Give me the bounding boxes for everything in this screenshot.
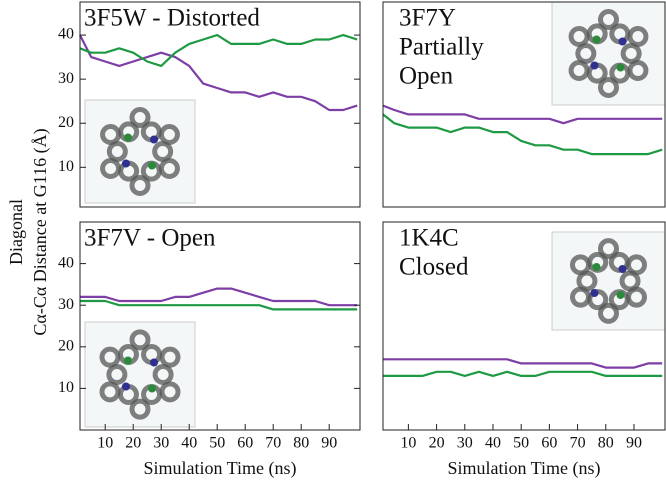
helix (598, 238, 619, 260)
helix (626, 254, 648, 276)
x-tick-label: 80 (598, 435, 614, 452)
residue (592, 35, 601, 44)
helix (620, 43, 642, 64)
y-tick-label: 20 (58, 114, 74, 131)
helix (598, 9, 619, 31)
x-tick-label: 10 (400, 435, 416, 452)
data-line (382, 113, 663, 156)
panel-title: Closed (399, 254, 469, 281)
x-tick-label: 30 (457, 435, 473, 452)
structure-inset (551, 1, 666, 106)
helix (575, 43, 597, 64)
y-tick-label: 20 (58, 337, 74, 354)
x-axis-label: Simulation Time (ns) (143, 458, 296, 479)
plot-frame (79, 1, 361, 208)
data-line (383, 358, 663, 369)
helix (598, 76, 619, 98)
helix (152, 141, 174, 162)
y-tick-label: 30 (58, 70, 74, 87)
x-tick-label: 90 (626, 435, 642, 452)
panel-title: 3F7V - Open (84, 225, 216, 252)
x-tick-label: 60 (237, 435, 253, 452)
helix (152, 364, 174, 385)
structure-inset (84, 99, 196, 204)
residue (122, 382, 130, 391)
residue (124, 356, 132, 365)
panel-title: Open (399, 63, 454, 90)
plot-frame (79, 221, 361, 431)
x-tick-label: 90 (321, 435, 337, 452)
helix (99, 381, 121, 403)
helix (129, 398, 151, 420)
x-tick-label: 10 (97, 435, 113, 452)
helix (129, 329, 151, 351)
panel-title: Partially (399, 34, 484, 61)
inset-background (84, 99, 196, 204)
x-tick-label: 80 (293, 435, 309, 452)
helix (99, 346, 121, 368)
panel-title: 3F5W - Distorted (84, 5, 260, 32)
y-tick-label: 40 (58, 254, 74, 271)
data-line (382, 104, 663, 125)
helix (159, 346, 181, 368)
residue (618, 37, 627, 46)
data-line (383, 370, 663, 377)
helix (129, 174, 151, 196)
residue (590, 289, 599, 297)
x-tick-label: 30 (153, 435, 169, 452)
data-line (79, 34, 358, 67)
helix (158, 124, 180, 146)
y-tick-label: 30 (58, 296, 74, 313)
residue (592, 263, 601, 271)
residue (122, 159, 130, 168)
panel-title: 1K4C (399, 225, 459, 252)
structure-inset (84, 321, 196, 428)
residue (616, 291, 625, 299)
x-tick-label: 40 (485, 435, 501, 452)
inset-background (551, 1, 666, 106)
helix (568, 59, 590, 81)
residue (148, 161, 156, 170)
x-tick-label: 40 (181, 435, 197, 452)
helix (100, 157, 122, 179)
residue (150, 135, 158, 144)
plot-frame (382, 1, 666, 208)
x-tick-label: 60 (541, 435, 557, 452)
residue (590, 61, 599, 70)
y-tick-label: 10 (58, 158, 74, 175)
x-tick-label: 50 (209, 435, 225, 452)
helix (159, 381, 181, 403)
helix (598, 302, 619, 324)
panel-title: 3F7Y (399, 5, 456, 32)
x-tick-label: 20 (125, 435, 141, 452)
residue (616, 63, 625, 72)
helix (106, 364, 128, 385)
inset-background (551, 231, 666, 331)
helix (106, 141, 128, 162)
x-tick-label: 70 (265, 435, 281, 452)
helix (627, 26, 649, 48)
x-tick-label: 20 (429, 435, 445, 452)
y-label-line: Diagonal (6, 199, 26, 265)
residue (148, 384, 156, 393)
data-line (79, 34, 358, 112)
residue (618, 265, 627, 273)
y-tick-label: 10 (58, 379, 74, 396)
x-tick-label: 50 (513, 435, 529, 452)
inset-background (84, 321, 196, 428)
plot-frame (382, 221, 666, 431)
structure-inset (551, 231, 666, 331)
y-tick-label: 40 (58, 26, 74, 43)
x-tick-label: 70 (570, 435, 586, 452)
data-line (80, 299, 358, 311)
helix (129, 107, 151, 129)
x-axis-label: Simulation Time (ns) (447, 458, 600, 479)
residue (124, 133, 132, 142)
residue (150, 358, 158, 367)
y-label-line: Cα-Cα Distance at G116 (Å) (30, 128, 51, 335)
data-line (80, 287, 358, 307)
